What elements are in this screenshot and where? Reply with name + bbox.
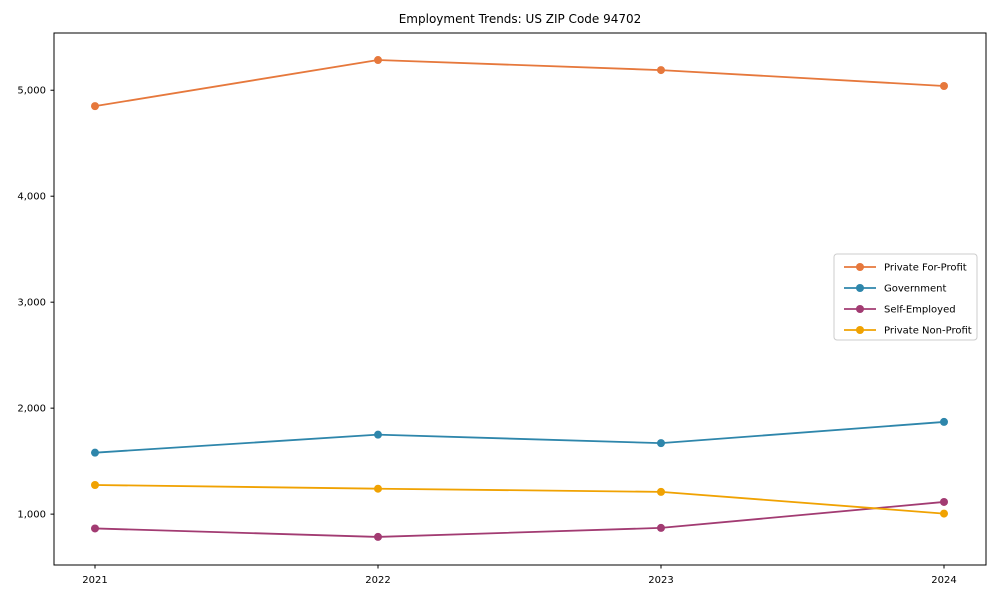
plot-area: 2021 2022 2023 2024 1,000 2,000 3,000 4,000 5,00… <box>17 32 987 586</box>
data-point <box>940 509 948 518</box>
data-point <box>374 430 382 439</box>
y-tick-label: 5,000 <box>17 86 46 97</box>
data-point <box>374 484 382 493</box>
y-axis: 1,000 2,000 3,000 4,000 5,000 <box>17 86 54 521</box>
chart-title: Employment Trends: US ZIP Code 94702 <box>399 12 642 26</box>
x-tick-label: 2021 <box>82 575 107 586</box>
data-point <box>940 81 948 90</box>
legend-marker-icon <box>856 263 864 271</box>
data-point <box>374 56 382 65</box>
data-point <box>657 523 665 532</box>
data-point <box>91 448 99 457</box>
data-point <box>91 480 99 489</box>
legend-marker-icon <box>856 326 864 334</box>
legend-item-government: Government <box>844 284 946 295</box>
legend-marker-icon <box>856 284 864 292</box>
x-tick-label: 2023 <box>648 575 673 586</box>
legend-item-label: Government <box>884 284 946 295</box>
data-point <box>91 102 99 111</box>
series-line-private-non-profit <box>94 484 945 515</box>
series-line-self-employed <box>94 501 945 538</box>
series-private-non-profit <box>91 480 948 518</box>
y-tick-label: 3,000 <box>17 298 46 309</box>
series-government <box>91 417 948 457</box>
legend-marker-icon <box>856 305 864 313</box>
legend: Private For-Profit Government Self-Employe… <box>833 253 978 341</box>
data-point <box>657 66 665 75</box>
data-point <box>657 439 665 448</box>
x-axis: 2021 2022 2023 2024 <box>82 565 957 586</box>
series-self-employed <box>91 497 948 541</box>
x-tick-label: 2022 <box>365 575 390 586</box>
y-tick-label: 1,000 <box>17 510 46 521</box>
legend-item-private-for-profit: Private For-Profit <box>844 263 967 274</box>
x-tick-label: 2024 <box>931 575 956 586</box>
legend-box <box>833 253 978 341</box>
plot-border <box>53 32 987 566</box>
series-private-for-profit <box>91 56 948 111</box>
series-line-government <box>94 421 945 454</box>
data-point <box>940 497 948 506</box>
legend-item-self-employed: Self-Employed <box>844 305 956 316</box>
legend-item-label: Self-Employed <box>884 305 956 316</box>
data-point <box>374 532 382 541</box>
legend-item-label: Private Non-Profit <box>884 326 972 337</box>
data-point <box>940 417 948 426</box>
y-tick-label: 4,000 <box>17 192 46 203</box>
y-tick-label: 2,000 <box>17 404 46 415</box>
series-line-private-for-profit <box>94 59 945 108</box>
data-point <box>657 487 665 496</box>
legend-item-label: Private For-Profit <box>884 263 967 274</box>
legend-item-private-non-profit: Private Non-Profit <box>844 326 972 337</box>
data-point <box>91 524 99 533</box>
